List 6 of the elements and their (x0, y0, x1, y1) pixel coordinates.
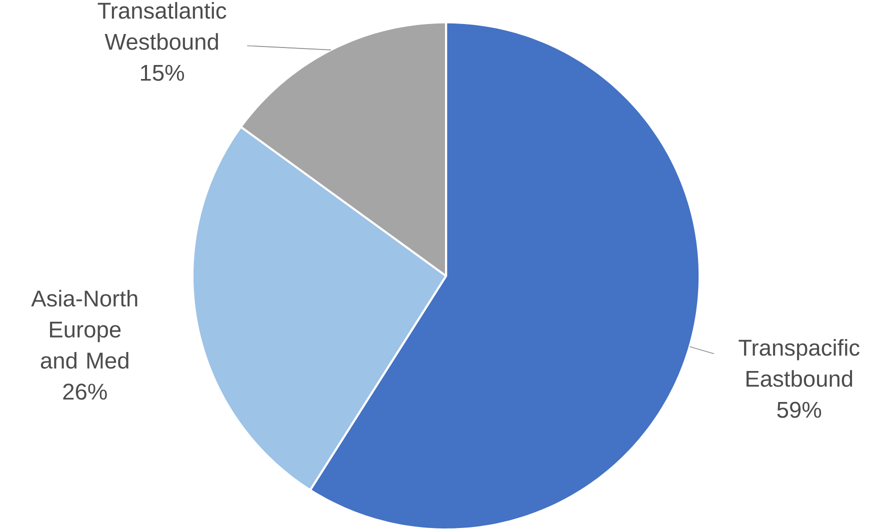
slice-label: Transatlantic Westbound (98, 2, 226, 50)
slice-label: Asia-North Europe and Med (31, 290, 138, 369)
data-label: 26% (63, 384, 107, 400)
data-label: 59% (777, 402, 822, 418)
data-label: 15% (140, 65, 184, 82)
slice-label: Transpacific Eastbound (738, 339, 860, 388)
